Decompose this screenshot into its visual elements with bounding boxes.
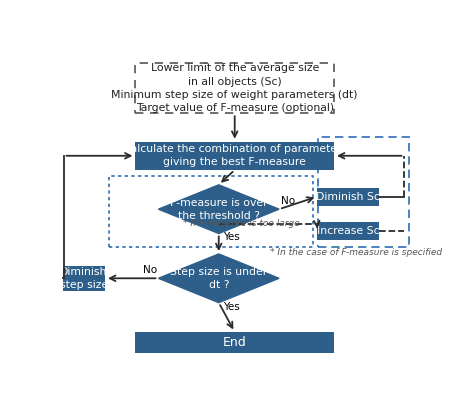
FancyBboxPatch shape <box>136 63 334 113</box>
Text: Increase Sc: Increase Sc <box>317 226 380 236</box>
Polygon shape <box>158 254 279 303</box>
Text: Yes: Yes <box>223 302 240 312</box>
Polygon shape <box>158 185 279 233</box>
FancyBboxPatch shape <box>136 142 334 170</box>
FancyBboxPatch shape <box>136 332 334 353</box>
FancyBboxPatch shape <box>317 188 379 206</box>
Text: Diminish
step size: Diminish step size <box>60 267 108 290</box>
Text: * If F-measure is too large: * If F-measure is too large <box>183 220 300 228</box>
Text: * In the case of F-measure is specified: * In the case of F-measure is specified <box>270 248 442 257</box>
Text: Calculate the combination of parameters
giving the best F-measure: Calculate the combination of parameters … <box>123 144 347 167</box>
FancyBboxPatch shape <box>317 222 379 240</box>
Text: Lower limit of the average size
in all objects (Sc)
Minimum step size of weight : Lower limit of the average size in all o… <box>111 63 358 113</box>
Text: Diminish Sc: Diminish Sc <box>316 192 380 202</box>
Text: Yes: Yes <box>223 233 240 242</box>
FancyBboxPatch shape <box>63 266 105 291</box>
Text: Step size is under
dt ?: Step size is under dt ? <box>170 267 267 290</box>
Text: No: No <box>142 265 157 275</box>
Text: End: End <box>223 336 246 349</box>
Text: No: No <box>281 197 295 206</box>
Text: F-measure is over
the threshold ?: F-measure is over the threshold ? <box>170 197 267 221</box>
